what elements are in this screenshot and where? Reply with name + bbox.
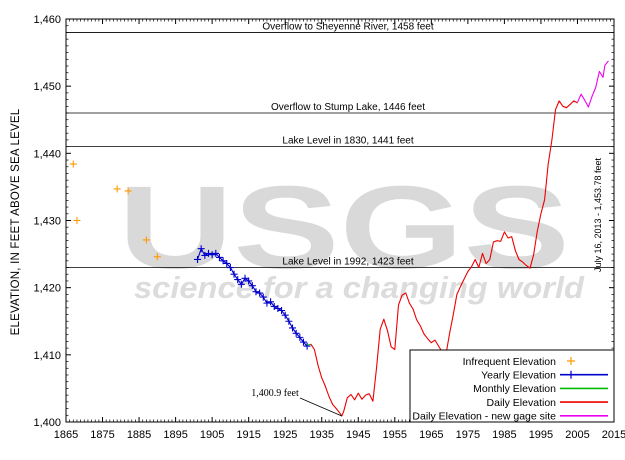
reference-line-label: Overflow to Sheyenne River, 1458 feet	[262, 21, 433, 32]
legend-entry-label: Monthly Elevation	[473, 383, 556, 395]
reference-line-label: Lake Level in 1830, 1441 feet	[282, 136, 413, 147]
data-point-marker	[245, 277, 253, 285]
annotations: 1,400.9 feet July 16, 2013 - 1,453.78 fee…	[251, 157, 603, 417]
legend-entry-label: Infrequent Elevation	[463, 356, 557, 368]
x-tick-label: 2005	[565, 429, 589, 441]
data-point-marker	[256, 289, 264, 297]
x-tick-label: 1995	[529, 429, 553, 441]
x-tick-label: 1895	[163, 429, 187, 441]
data-point-marker	[226, 264, 234, 272]
x-tick-label: 1945	[346, 429, 370, 441]
legend-entry-label: Daily Elevation - new gage site	[412, 411, 556, 423]
data-point-marker	[292, 329, 300, 337]
data-point-marker	[124, 187, 132, 195]
x-tick-label: 1905	[200, 429, 224, 441]
data-point-marker	[212, 249, 220, 257]
reference-line-label: Lake Level in 1992, 1423 feet	[282, 257, 413, 268]
data-point-marker	[248, 282, 256, 290]
data-point-marker	[230, 270, 238, 278]
y-tick-label: 1,430	[33, 216, 61, 228]
x-tick-label: 1985	[492, 429, 516, 441]
data-point-marker	[73, 217, 81, 224]
data-point-marker	[208, 251, 216, 259]
y-tick-label: 1,420	[33, 283, 61, 295]
x-tick-label: 1935	[309, 429, 333, 441]
minimum-label: 1,400.9 feet	[251, 388, 299, 399]
x-tick-label: 1975	[456, 429, 480, 441]
data-point-marker	[153, 253, 161, 261]
y-tick-labels: 1,400 1,410 1,420 1,430 1,440 1,450 1,460	[33, 14, 61, 429]
x-tick-labels: 1865 1875 1885 1895 1905 1915 1925 1935 1945 1955…	[54, 429, 625, 441]
data-point-marker	[201, 251, 209, 259]
data-point-marker	[142, 236, 150, 244]
minimum-pointer	[299, 397, 342, 417]
x-tick-label: 1865	[54, 429, 78, 441]
series-line	[306, 343, 311, 346]
data-point-marker	[289, 324, 297, 332]
data-point-marker	[278, 307, 286, 315]
y-axis-label: ELEVATION, IN FEET ABOVE SEA LEVEL	[10, 108, 22, 335]
data-point-marker	[241, 274, 249, 282]
y-tick-label: 1,400	[33, 417, 61, 429]
data-point-marker	[215, 253, 223, 261]
x-tick-label: 1915	[236, 429, 260, 441]
x-tick-label: 1925	[273, 429, 297, 441]
data-point-marker	[234, 276, 242, 284]
x-tick-label: 1885	[127, 429, 151, 441]
legend-marker	[567, 357, 575, 365]
current-level-label: July 16, 2013 - 1,453.78 feet	[593, 157, 603, 272]
data-point-marker	[267, 298, 275, 306]
data-point-marker	[219, 257, 227, 265]
x-tick-label: 2015	[602, 429, 625, 441]
data-point-marker	[296, 333, 304, 341]
y-tick-label: 1,440	[33, 148, 61, 160]
data-point-marker	[274, 304, 282, 312]
watermark-tagline: science for a changing world	[134, 270, 585, 305]
data-point-marker	[263, 299, 271, 307]
x-tick-label: 1965	[419, 429, 443, 441]
data-point-marker	[69, 160, 77, 168]
y-tick-label: 1,460	[33, 14, 61, 26]
y-tick-label: 1,450	[33, 81, 61, 93]
usgs-watermark: USGS science for a changing world	[118, 162, 585, 305]
legend-entry-label: Yearly Elevation	[481, 370, 556, 382]
legend-marker	[567, 370, 575, 379]
data-point-marker	[237, 280, 245, 288]
data-point-marker	[252, 288, 260, 296]
x-tick-label: 1955	[383, 429, 407, 441]
data-point-marker	[197, 245, 205, 253]
y-tick-label: 1,410	[33, 350, 61, 362]
legend-entry-label: Daily Elevation	[487, 397, 557, 409]
data-point-marker	[113, 185, 121, 193]
x-tick-label: 1875	[90, 429, 114, 441]
reference-lines: Overflow to Sheyenne River, 1458 feet Ove…	[66, 21, 614, 268]
plot-frame	[65, 18, 615, 423]
series-line	[576, 60, 609, 108]
data-point-marker	[194, 255, 202, 263]
data-point-marker	[204, 249, 212, 257]
data-point-marker	[270, 302, 278, 310]
data-point-marker	[281, 311, 289, 319]
reference-line-label: Overflow to Stump Lake, 1446 feet	[271, 102, 425, 113]
legend-box	[409, 349, 615, 423]
data-point-marker	[303, 342, 311, 350]
data-point-marker	[259, 293, 267, 301]
data-point-marker	[299, 338, 307, 346]
legend: Infrequent Elevation Yearly ElevationMont…	[409, 349, 615, 423]
data-point-marker	[285, 317, 293, 325]
watermark-usgs: USGS	[118, 162, 570, 294]
data-point-marker	[223, 259, 231, 267]
